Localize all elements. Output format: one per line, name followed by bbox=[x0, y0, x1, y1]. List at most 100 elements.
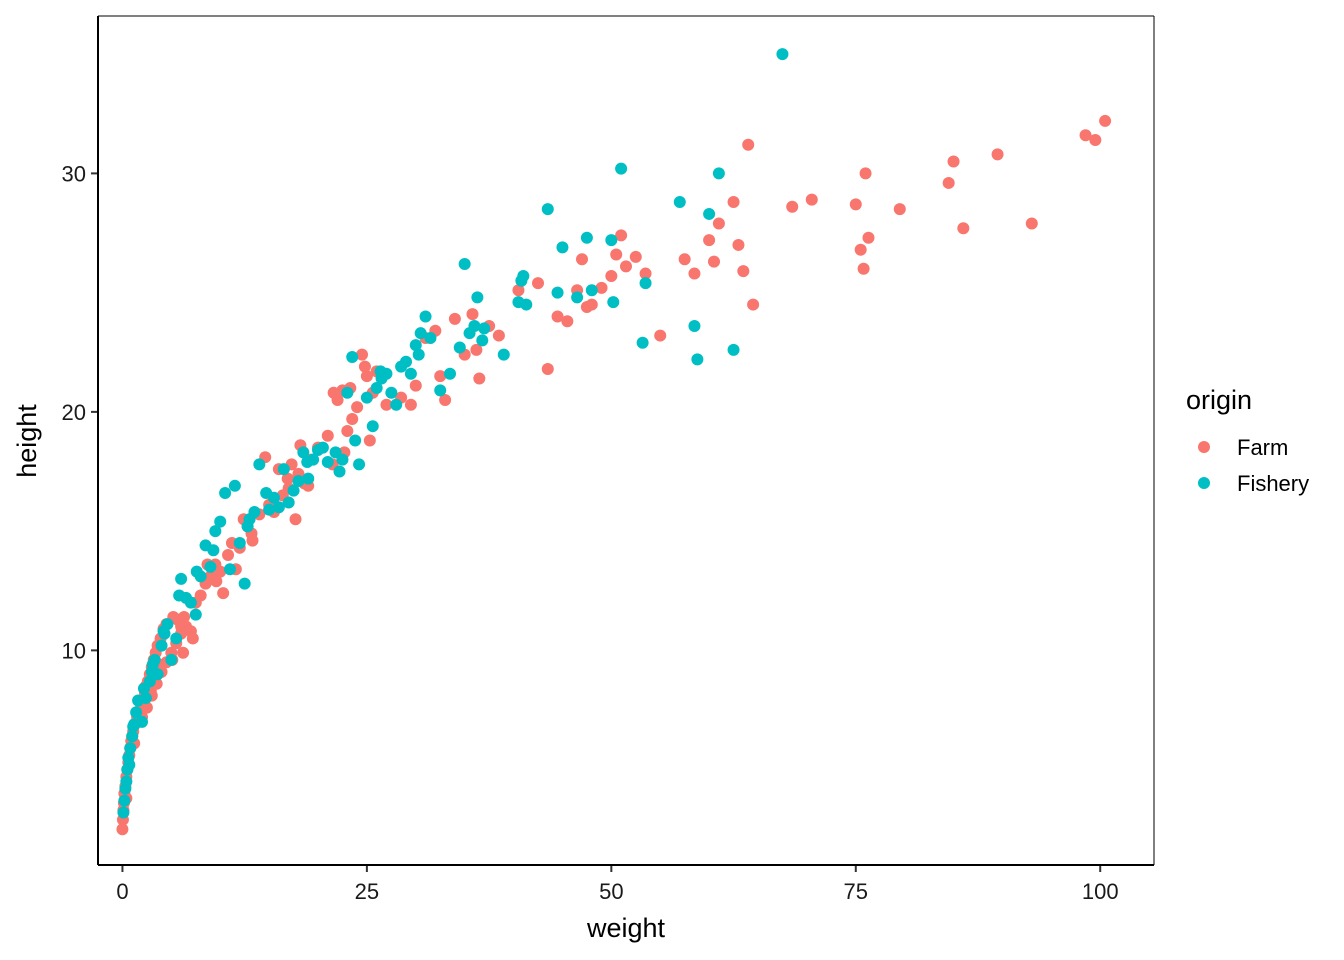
point-farm bbox=[678, 253, 691, 266]
point-farm bbox=[380, 398, 393, 411]
point-farm bbox=[595, 281, 608, 294]
point-fishery bbox=[316, 441, 329, 454]
point-fishery bbox=[238, 577, 251, 590]
point-farm bbox=[576, 253, 588, 266]
point-farm bbox=[747, 298, 760, 311]
point-fishery bbox=[219, 486, 232, 499]
y-tick-label: 20 bbox=[62, 400, 86, 425]
point-farm bbox=[217, 587, 230, 600]
point-fishery bbox=[253, 458, 266, 471]
point-farm bbox=[281, 472, 294, 485]
point-farm bbox=[409, 379, 422, 392]
point-fishery bbox=[333, 465, 346, 478]
point-fishery bbox=[170, 632, 183, 645]
point-fishery bbox=[414, 327, 427, 340]
point-farm bbox=[585, 298, 598, 311]
point-fishery bbox=[541, 203, 554, 216]
point-fishery bbox=[190, 565, 203, 578]
point-farm bbox=[439, 393, 452, 406]
point-farm bbox=[551, 310, 564, 323]
point-farm bbox=[404, 398, 417, 411]
point-farm bbox=[466, 308, 479, 321]
point-fishery bbox=[175, 572, 188, 585]
point-farm bbox=[351, 401, 364, 414]
x-tick-label: 25 bbox=[355, 879, 379, 904]
point-farm bbox=[708, 255, 720, 268]
point-fishery bbox=[636, 336, 649, 349]
point-fishery bbox=[157, 625, 170, 638]
point-farm bbox=[737, 265, 750, 278]
point-fishery bbox=[419, 310, 432, 323]
point-fishery bbox=[607, 296, 620, 309]
legend-label-fishery: Fishery bbox=[1237, 471, 1309, 496]
point-farm bbox=[862, 231, 875, 244]
point-fishery bbox=[189, 608, 202, 621]
point-fishery bbox=[520, 298, 533, 311]
y-axis-title: height bbox=[12, 404, 42, 478]
legend-title: origin bbox=[1186, 385, 1252, 415]
point-farm bbox=[947, 155, 960, 168]
x-tick-label: 0 bbox=[116, 879, 128, 904]
point-fishery bbox=[497, 348, 510, 361]
point-fishery bbox=[224, 563, 236, 576]
point-fishery bbox=[165, 653, 178, 666]
point-fishery bbox=[360, 391, 373, 404]
point-farm bbox=[175, 620, 188, 633]
point-fishery bbox=[571, 291, 584, 304]
point-fishery bbox=[727, 343, 740, 356]
legend-key-farm bbox=[1198, 441, 1210, 453]
point-farm bbox=[957, 222, 970, 235]
point-fishery bbox=[204, 560, 217, 573]
point-fishery bbox=[712, 167, 725, 180]
point-fishery bbox=[130, 706, 143, 719]
point-farm bbox=[688, 267, 701, 280]
point-fishery bbox=[580, 231, 593, 244]
point-fishery bbox=[400, 355, 412, 368]
point-farm bbox=[620, 260, 632, 273]
point-fishery bbox=[517, 269, 530, 282]
point-fishery bbox=[228, 479, 241, 492]
x-axis-ticks: 0 25 50 75 100 bbox=[116, 865, 1119, 904]
point-fishery bbox=[146, 658, 159, 671]
point-fishery bbox=[346, 351, 359, 364]
point-fishery bbox=[458, 258, 471, 271]
point-fishery bbox=[703, 207, 716, 220]
point-fishery bbox=[173, 589, 186, 602]
point-farm bbox=[703, 234, 716, 247]
point-fishery bbox=[412, 348, 425, 361]
point-fishery bbox=[124, 742, 137, 755]
x-tick-label: 75 bbox=[844, 879, 868, 904]
point-fishery bbox=[349, 434, 362, 447]
point-fishery bbox=[370, 382, 383, 395]
point-fishery bbox=[241, 520, 254, 533]
point-farm bbox=[222, 548, 235, 561]
point-farm bbox=[512, 284, 525, 297]
point-farm bbox=[492, 329, 505, 342]
point-farm bbox=[532, 277, 544, 290]
point-fishery bbox=[673, 196, 686, 209]
point-fishery bbox=[321, 455, 334, 468]
point-fishery bbox=[468, 320, 481, 333]
point-farm bbox=[727, 196, 740, 209]
point-fishery bbox=[366, 420, 379, 433]
point-farm bbox=[639, 267, 652, 280]
point-fishery bbox=[292, 475, 305, 488]
point-farm bbox=[991, 148, 1004, 161]
point-fishery bbox=[297, 446, 310, 459]
point-farm bbox=[470, 343, 483, 356]
point-fishery bbox=[268, 491, 280, 504]
point-farm bbox=[434, 370, 447, 383]
point-fishery bbox=[478, 322, 491, 335]
point-fishery bbox=[123, 758, 136, 771]
point-farm bbox=[561, 315, 574, 328]
point-farm bbox=[448, 312, 461, 325]
point-fishery bbox=[551, 286, 564, 299]
x-axis-title: weight bbox=[586, 913, 666, 943]
point-fishery bbox=[476, 334, 489, 347]
point-fishery bbox=[385, 386, 398, 399]
point-fishery bbox=[139, 692, 152, 705]
point-farm bbox=[654, 329, 667, 342]
point-fishery bbox=[214, 515, 227, 528]
point-fishery bbox=[272, 501, 285, 514]
